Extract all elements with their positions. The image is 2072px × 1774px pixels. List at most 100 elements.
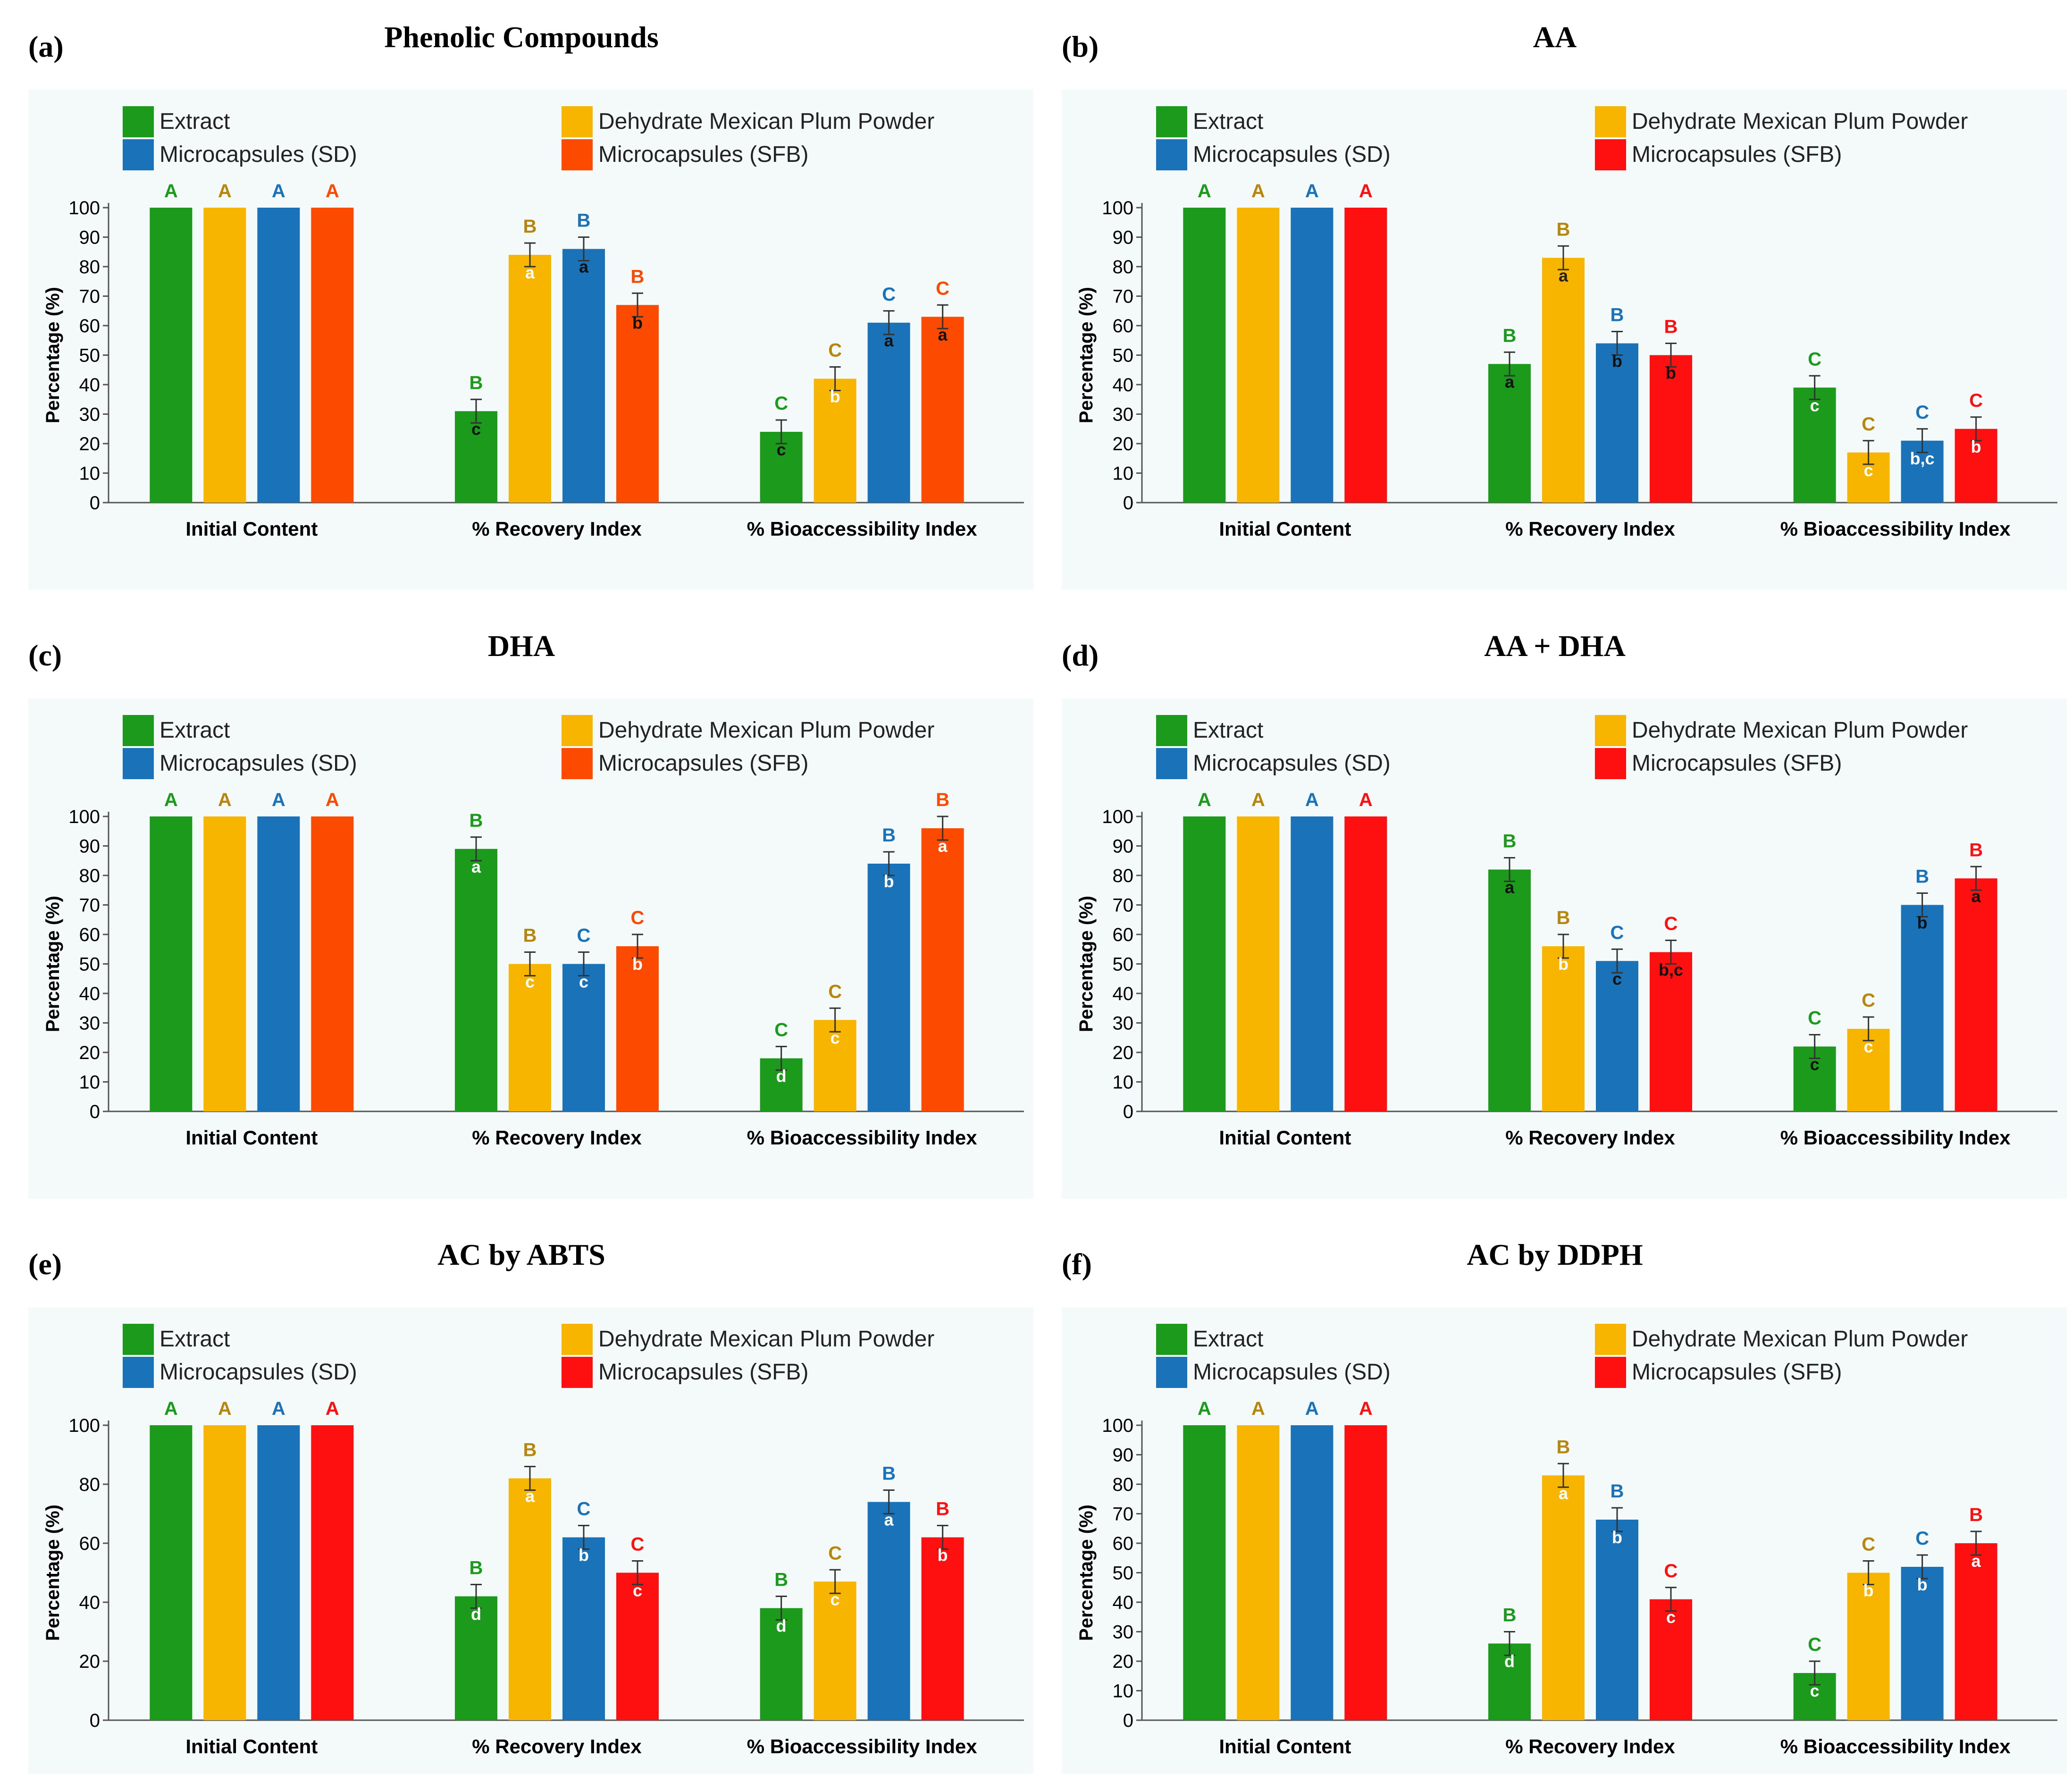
y-tick-label: 0 [1123, 1101, 1133, 1122]
y-axis-label: Percentage (%) [42, 1505, 63, 1641]
legend-label: Extract [159, 109, 230, 134]
x-category-label: Initial Content [1219, 1127, 1351, 1149]
bar-group: Cc [814, 981, 856, 1111]
x-category-label: % Recovery Index [472, 1735, 642, 1757]
significance-letter-upper: C [828, 981, 842, 1002]
bar [814, 1581, 856, 1720]
significance-letter-upper: B [936, 1499, 949, 1520]
significance-letter-lower: b [1917, 1575, 1928, 1594]
significance-letter-upper: C [1862, 990, 1875, 1011]
significance-letter-upper: A [272, 181, 285, 202]
bar-group: Cc [1793, 1008, 1836, 1111]
bar [1955, 878, 1997, 1111]
significance-letter-upper: B [1664, 317, 1678, 337]
x-category-label: % Bioaccessibility Index [1780, 1735, 2011, 1757]
legend-item-3: Microcapsules (SFB) [1595, 139, 1842, 170]
bar [311, 1425, 354, 1720]
bar-group: Cb,c [1901, 402, 1944, 503]
significance-letter-upper: C [1664, 914, 1678, 934]
bar [509, 1478, 551, 1720]
legend-label: Microcapsules (SD) [1193, 1360, 1391, 1385]
bar [814, 1020, 856, 1111]
y-tick-label: 50 [1113, 345, 1134, 366]
y-tick-label: 20 [79, 434, 101, 454]
significance-letter-lower: b [632, 954, 643, 974]
legend-item-2: Microcapsules (SD) [123, 1357, 357, 1388]
significance-letter-upper: A [1198, 790, 1211, 810]
legend-label: Microcapsules (SFB) [1632, 1360, 1842, 1385]
significance-letter-upper: B [1611, 1481, 1624, 1502]
legend-label: Extract [1193, 1327, 1263, 1352]
y-tick-label: 50 [79, 954, 101, 975]
significance-letter-lower: c [777, 440, 786, 459]
bar-group: Bb [1596, 1481, 1638, 1720]
bar [1650, 1599, 1692, 1720]
bar-group: A [311, 790, 354, 1111]
legend-swatch [123, 1357, 154, 1388]
legend-label: Dehydrate Mexican Plum Powder [1632, 109, 1968, 134]
significance-letter-lower: b [830, 387, 840, 406]
significance-letter-lower: b [1863, 1581, 1874, 1600]
y-tick-label: 80 [79, 1474, 101, 1495]
legend-label: Dehydrate Mexican Plum Powder [598, 718, 934, 743]
y-tick-label: 40 [79, 1592, 101, 1613]
y-tick-label: 90 [79, 227, 101, 248]
bar-group: Cb [1955, 390, 1997, 503]
bar-group: A [1344, 1398, 1387, 1720]
significance-letter-upper: A [1198, 1398, 1211, 1419]
bar [1183, 208, 1226, 503]
bar-group: Bc [455, 372, 497, 503]
significance-letter-lower: b [632, 313, 643, 332]
legend-item-1: Dehydrate Mexican Plum Powder [562, 106, 934, 137]
x-category-label: % Recovery Index [1505, 518, 1675, 540]
significance-letter-lower: c [1864, 1037, 1873, 1056]
legend-item-0: Extract [123, 1324, 230, 1355]
bar-group: Bc [509, 925, 551, 1111]
y-tick-label: 50 [1113, 1563, 1134, 1584]
significance-letter-upper: C [1969, 390, 1983, 411]
significance-letter-upper: C [1808, 349, 1821, 370]
bar-group: A [203, 790, 246, 1111]
bar [1237, 1425, 1280, 1720]
bar-group: A [257, 181, 300, 503]
y-tick-label: 50 [1113, 954, 1134, 975]
significance-letter-upper: A [1251, 181, 1265, 202]
y-tick-label: 100 [1102, 198, 1133, 219]
x-category-label: Initial Content [185, 518, 318, 540]
significance-letter-lower: a [884, 1510, 894, 1530]
significance-letter-upper: B [1503, 1605, 1517, 1626]
significance-letter-upper: B [1557, 1437, 1570, 1457]
legend-label: Microcapsules (SD) [159, 1360, 357, 1385]
x-category-label: Initial Content [1219, 1735, 1351, 1757]
bar [867, 1502, 910, 1720]
significance-letter-lower: a [1559, 1483, 1569, 1503]
bar [616, 946, 659, 1111]
y-tick-label: 60 [1113, 316, 1134, 336]
bar [150, 208, 193, 503]
significance-letter-lower: a [525, 1487, 535, 1506]
significance-letter-upper: A [326, 1398, 339, 1419]
significance-letter-lower: a [579, 257, 589, 277]
bar-group: Cc [814, 1543, 856, 1720]
significance-letter-lower: a [525, 263, 535, 282]
bar [1901, 905, 1944, 1111]
significance-letter-lower: b [1612, 1528, 1622, 1547]
bar-group: Ba [562, 210, 605, 503]
significance-letter-lower: a [1559, 266, 1569, 285]
legend-swatch [123, 106, 154, 137]
bar-group: Bd [455, 1558, 497, 1720]
bar [257, 1425, 300, 1720]
bar-group: Ba [1955, 840, 1997, 1111]
significance-letter-upper: C [882, 284, 896, 305]
bar-group: Bb [1542, 908, 1585, 1111]
significance-letter-upper: B [882, 825, 896, 846]
bar [1542, 1475, 1585, 1720]
bar [760, 1608, 803, 1720]
significance-letter-upper: C [1808, 1008, 1821, 1029]
significance-letter-upper: B [1611, 305, 1624, 326]
legend-item-0: Extract [123, 106, 230, 137]
bar-group: Bb [867, 825, 910, 1111]
panel-title: AA [1533, 20, 1577, 54]
bar-group: Bb [1596, 305, 1638, 503]
bar-group: Bd [760, 1570, 803, 1720]
